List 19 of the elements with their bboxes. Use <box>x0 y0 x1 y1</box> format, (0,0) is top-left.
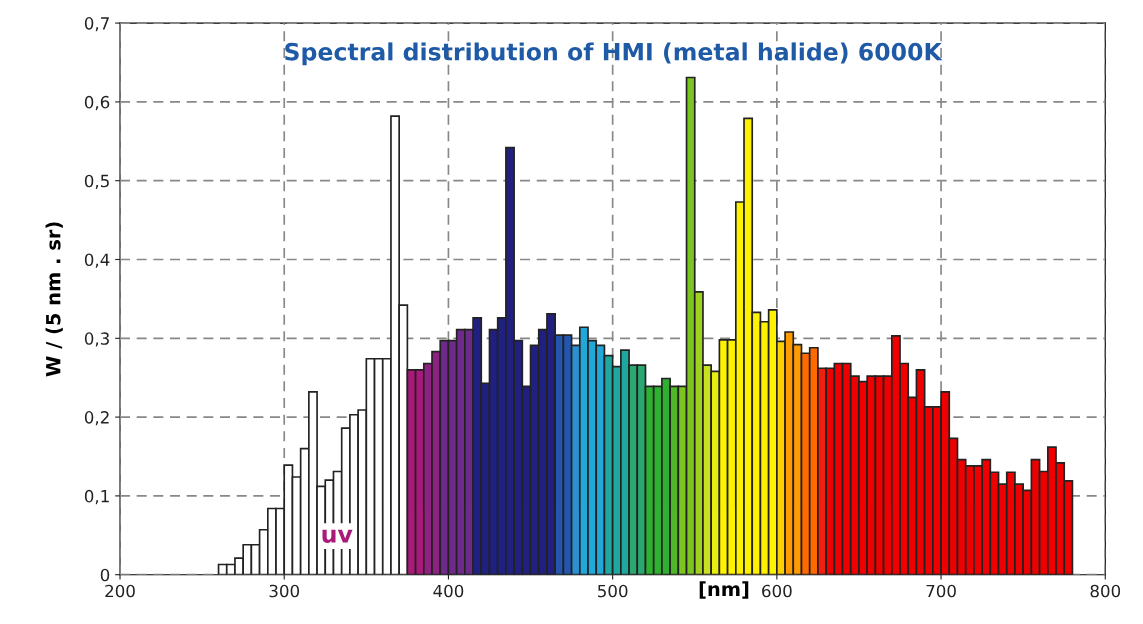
y-tick-label: 0 <box>100 568 110 582</box>
x-tick-label: 300 <box>269 584 300 598</box>
x-axis-title: [nm] <box>699 581 749 599</box>
y-tick-label: 0,2 <box>84 411 109 426</box>
y-axis-title: W / (5 nm . sr) <box>45 222 63 377</box>
annotation: uv <box>322 529 353 543</box>
x-tick-label: 200 <box>105 584 135 598</box>
x-tick-label: 700 <box>926 584 956 598</box>
y-tick-label: 0,6 <box>84 95 110 111</box>
x-tick-label: 800 <box>1090 584 1121 598</box>
y-tick-label: 0,7 <box>84 17 109 32</box>
y-tick-label: 0,1 <box>84 489 109 505</box>
y-tick-label: 0,3 <box>84 332 109 347</box>
y-tick-label: 0,5 <box>84 174 109 189</box>
x-tick-label: 600 <box>762 584 792 598</box>
x-tick-label: 400 <box>433 584 464 598</box>
text: Spectral distribution of HMI (metal halide) 6000K <box>285 42 943 66</box>
x-tick-label: 500 <box>598 584 628 598</box>
y-tick-label: 0,4 <box>84 253 110 268</box>
